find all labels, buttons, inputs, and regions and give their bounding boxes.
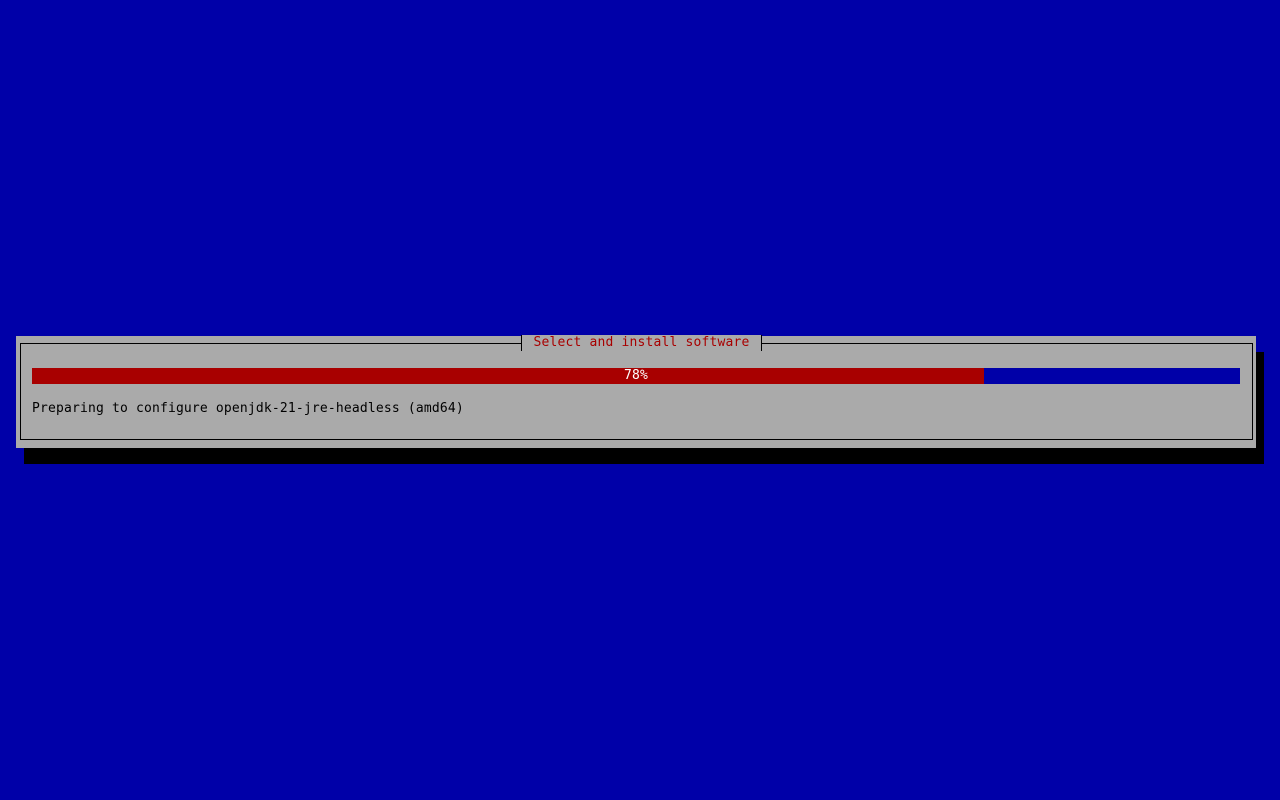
progress-bar: 78%	[32, 368, 1240, 384]
dialog-frame: Select and install software	[20, 335, 1253, 440]
dialog-title: Select and install software	[521, 335, 762, 351]
progress-dialog: Select and install software 78% Preparin…	[16, 335, 1256, 448]
progress-fill	[32, 368, 985, 384]
status-message: Preparing to configure openjdk-21-jre-he…	[32, 401, 464, 416]
progress-percent: 78%	[624, 368, 648, 383]
